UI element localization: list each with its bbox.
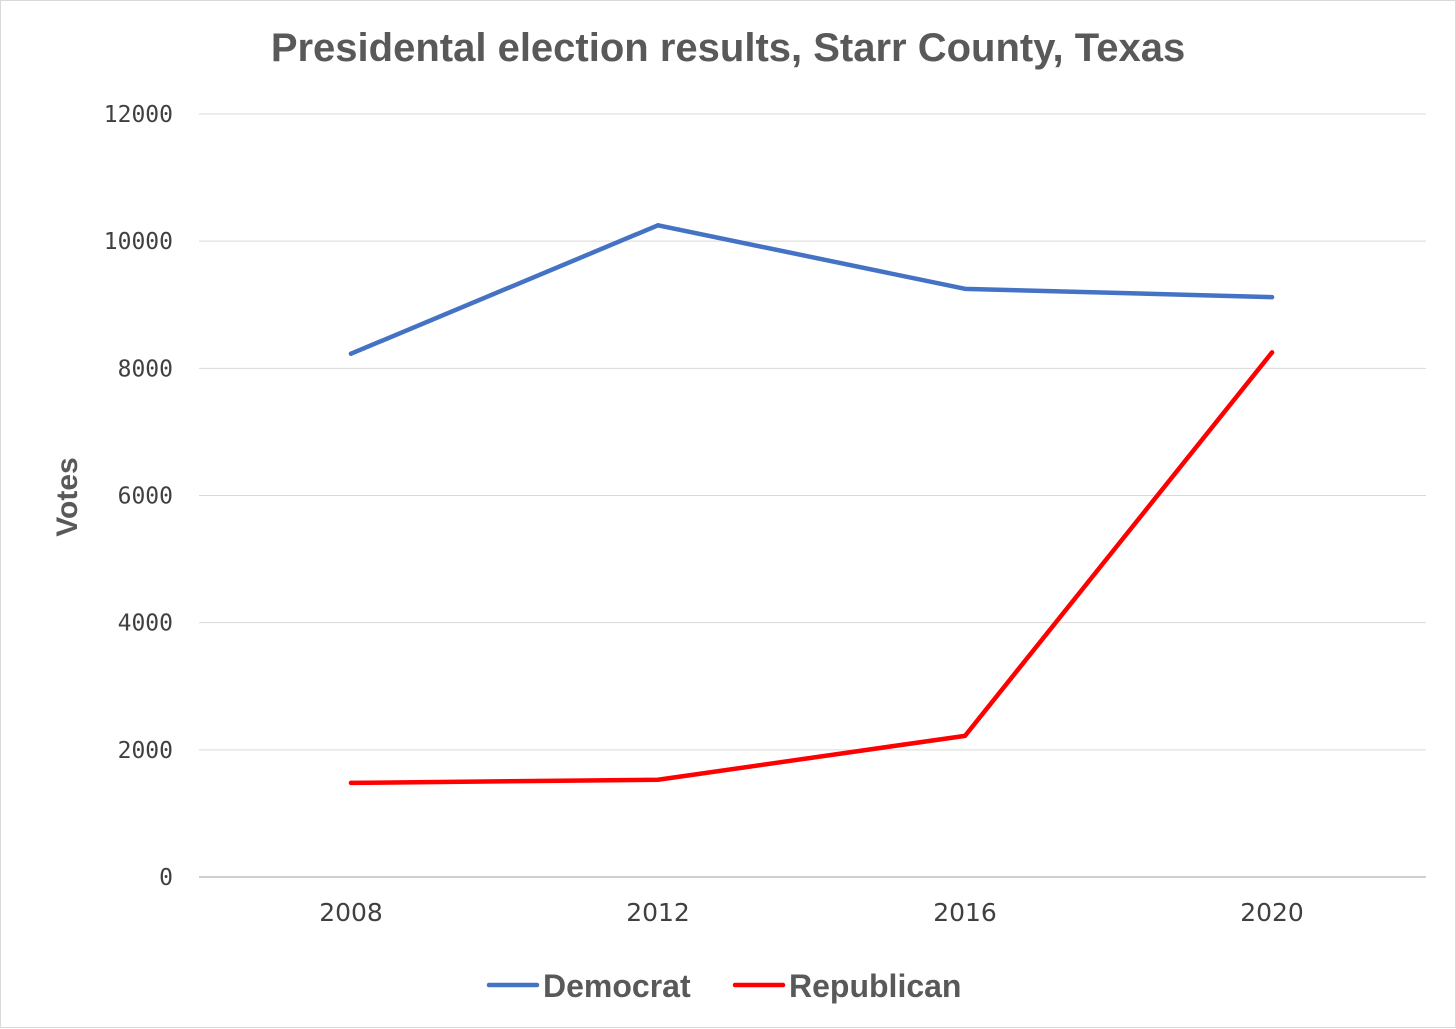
gridlines	[199, 113, 1426, 878]
legend-item-democrat[interactable]: Democrat	[486, 968, 691, 1004]
data-point-republican	[348, 780, 354, 786]
series-line-republican	[348, 350, 1275, 786]
chart-title: Presidental election results, Starr Coun…	[271, 26, 1185, 70]
data-point-republican	[962, 733, 968, 739]
data-point-republican	[1269, 350, 1275, 355]
x-tick-label: 2020	[1240, 898, 1304, 927]
x-tick-labels: 2008 2012 2016 2020	[319, 898, 1304, 927]
y-tick-label: 0	[159, 865, 173, 891]
legend: Democrat Republican	[486, 968, 961, 1004]
series-line-democrat	[348, 223, 1275, 356]
x-tick-label: 2012	[626, 898, 690, 927]
legend-item-republican[interactable]: Republican	[732, 968, 961, 1004]
y-tick-label: 8000	[118, 356, 173, 382]
x-tick-label: 2008	[319, 898, 383, 927]
y-tick-labels: 0 2000 4000 6000 8000 10000 12000	[104, 102, 173, 891]
y-tick-label: 2000	[118, 738, 173, 764]
y-tick-label: 10000	[104, 229, 173, 255]
y-tick-label: 6000	[118, 484, 173, 510]
x-tick-label: 2016	[933, 898, 997, 927]
y-tick-label: 12000	[104, 102, 173, 128]
y-tick-label: 4000	[118, 611, 173, 637]
data-point-democrat	[655, 223, 661, 228]
data-point-democrat	[348, 351, 354, 356]
data-point-republican	[655, 777, 661, 782]
y-axis-label: Votes	[51, 457, 84, 536]
legend-label: Democrat	[543, 968, 691, 1004]
data-point-democrat	[1269, 294, 1275, 300]
series-lines	[348, 223, 1275, 786]
legend-label: Republican	[789, 968, 961, 1004]
data-point-democrat	[962, 286, 968, 292]
